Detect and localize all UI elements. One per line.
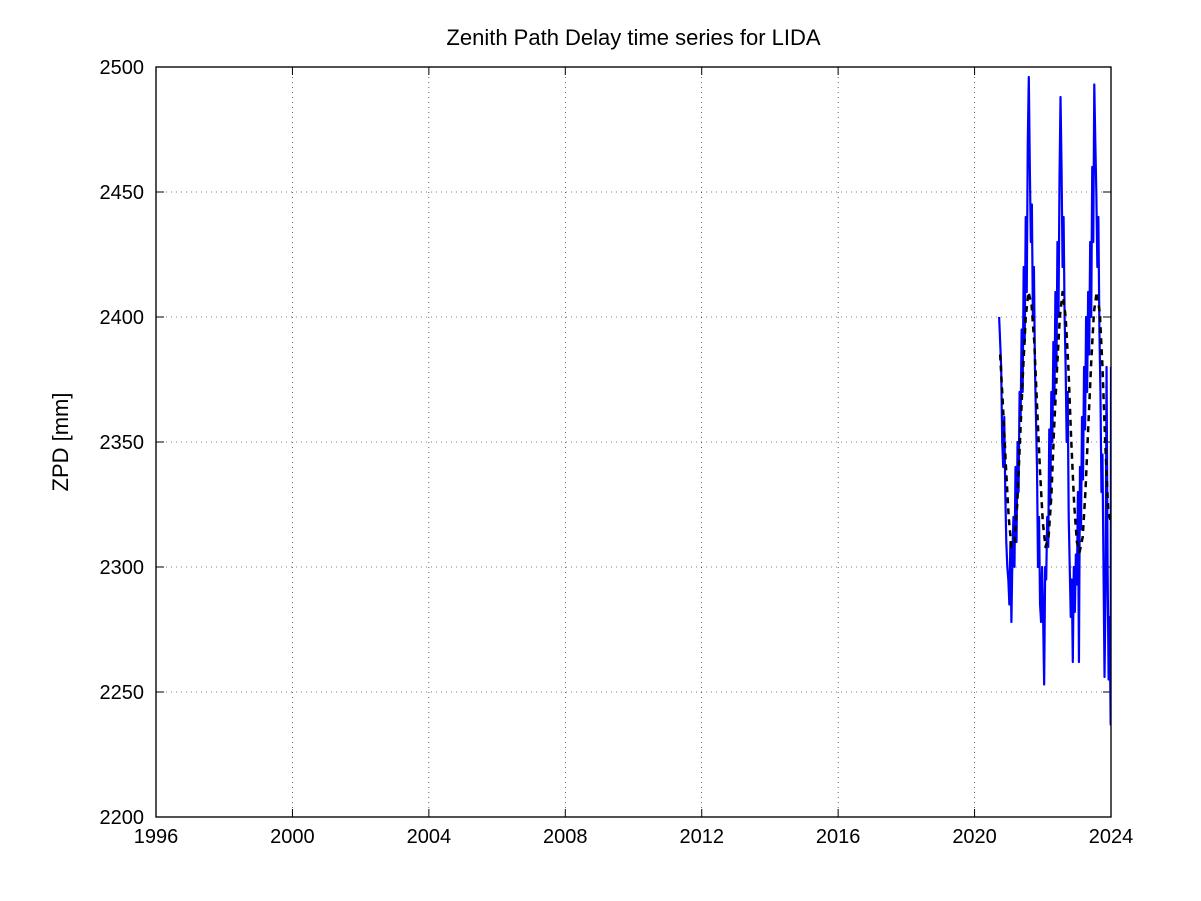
xtick-label: 2016 <box>816 826 861 848</box>
ytick-label: 2350 <box>100 432 145 454</box>
ytick-label: 2200 <box>100 807 145 829</box>
xtick-label: 2000 <box>270 826 315 848</box>
ytick-label: 2250 <box>100 682 145 704</box>
ytick-label: 2500 <box>100 57 145 79</box>
xtick-label: 2012 <box>679 826 724 848</box>
xtick-label: 2008 <box>543 826 588 848</box>
chart-container: 1996 2000 2004 2008 2012 2016 2020 2024 2200 2250… <box>0 0 1201 901</box>
xtick-label: 2024 <box>1089 826 1134 848</box>
chart-svg: 1996 2000 2004 2008 2012 2016 2020 2024 2200 2250… <box>0 0 1201 901</box>
ytick-label: 2400 <box>100 307 145 329</box>
xtick-label: 1996 <box>134 826 179 848</box>
xtick-label: 2020 <box>952 826 997 848</box>
ytick-label: 2300 <box>100 557 145 579</box>
chart-bg <box>0 0 1201 901</box>
xtick-label: 2004 <box>407 826 452 848</box>
y-axis-label: ZPD [mm] <box>48 393 73 492</box>
ytick-label: 2450 <box>100 182 145 204</box>
chart-title: Zenith Path Delay time series for LIDA <box>446 25 820 50</box>
